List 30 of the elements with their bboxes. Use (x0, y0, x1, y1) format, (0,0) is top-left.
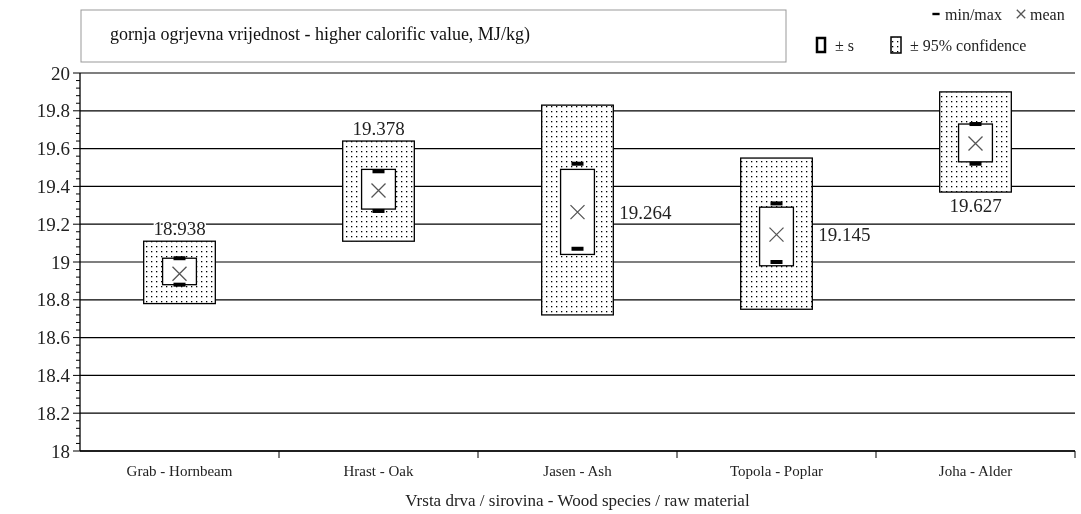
data-label: 19.145 (818, 224, 871, 246)
x-axis-title: Vrsta drva / sirovina - Wood species / raw material (405, 491, 750, 510)
legend-label: min/max (945, 5, 1002, 23)
x-tick-label: Joha - Alder (938, 463, 1013, 479)
y-tick-label: 18 (51, 440, 70, 462)
x-tick-label: Jasen - Ash (543, 463, 613, 479)
x-tick-label: Hrast - Oak (343, 463, 414, 479)
data-label: 19.378 (352, 118, 405, 140)
bar (360, 168, 397, 210)
legend-label: mean (1030, 5, 1065, 23)
y-tick-label: 18.6 (36, 327, 70, 349)
x-tick-label: Topola - Poplar (729, 463, 824, 479)
legend-label: ± 95% confidence (910, 36, 1027, 54)
y-tick-label: 19.8 (36, 100, 70, 122)
data-label: 19.627 (949, 195, 1002, 217)
y-tick-label: 20 (51, 62, 70, 84)
legend-label: ± s (835, 36, 855, 54)
chart-title: gornja ogrjevna vrijednost - higher calorific value, MJ/kg) (110, 24, 530, 45)
y-tick-label: 19.2 (36, 213, 70, 235)
y-tick-label: 18.2 (36, 402, 70, 424)
bar (559, 168, 596, 256)
y-tick-label: 19.6 (36, 138, 70, 160)
y-tick-label: 18.8 (36, 289, 70, 311)
x-tick-label: Grab - Hornbeam (126, 463, 233, 479)
y-tick-label: 19 (51, 251, 70, 273)
y-tick-label: 19.4 (36, 176, 71, 198)
bar (758, 206, 795, 267)
data-label: 19.264 (619, 201, 673, 223)
bar (957, 123, 994, 163)
y-tick-label: 18.4 (36, 365, 71, 387)
